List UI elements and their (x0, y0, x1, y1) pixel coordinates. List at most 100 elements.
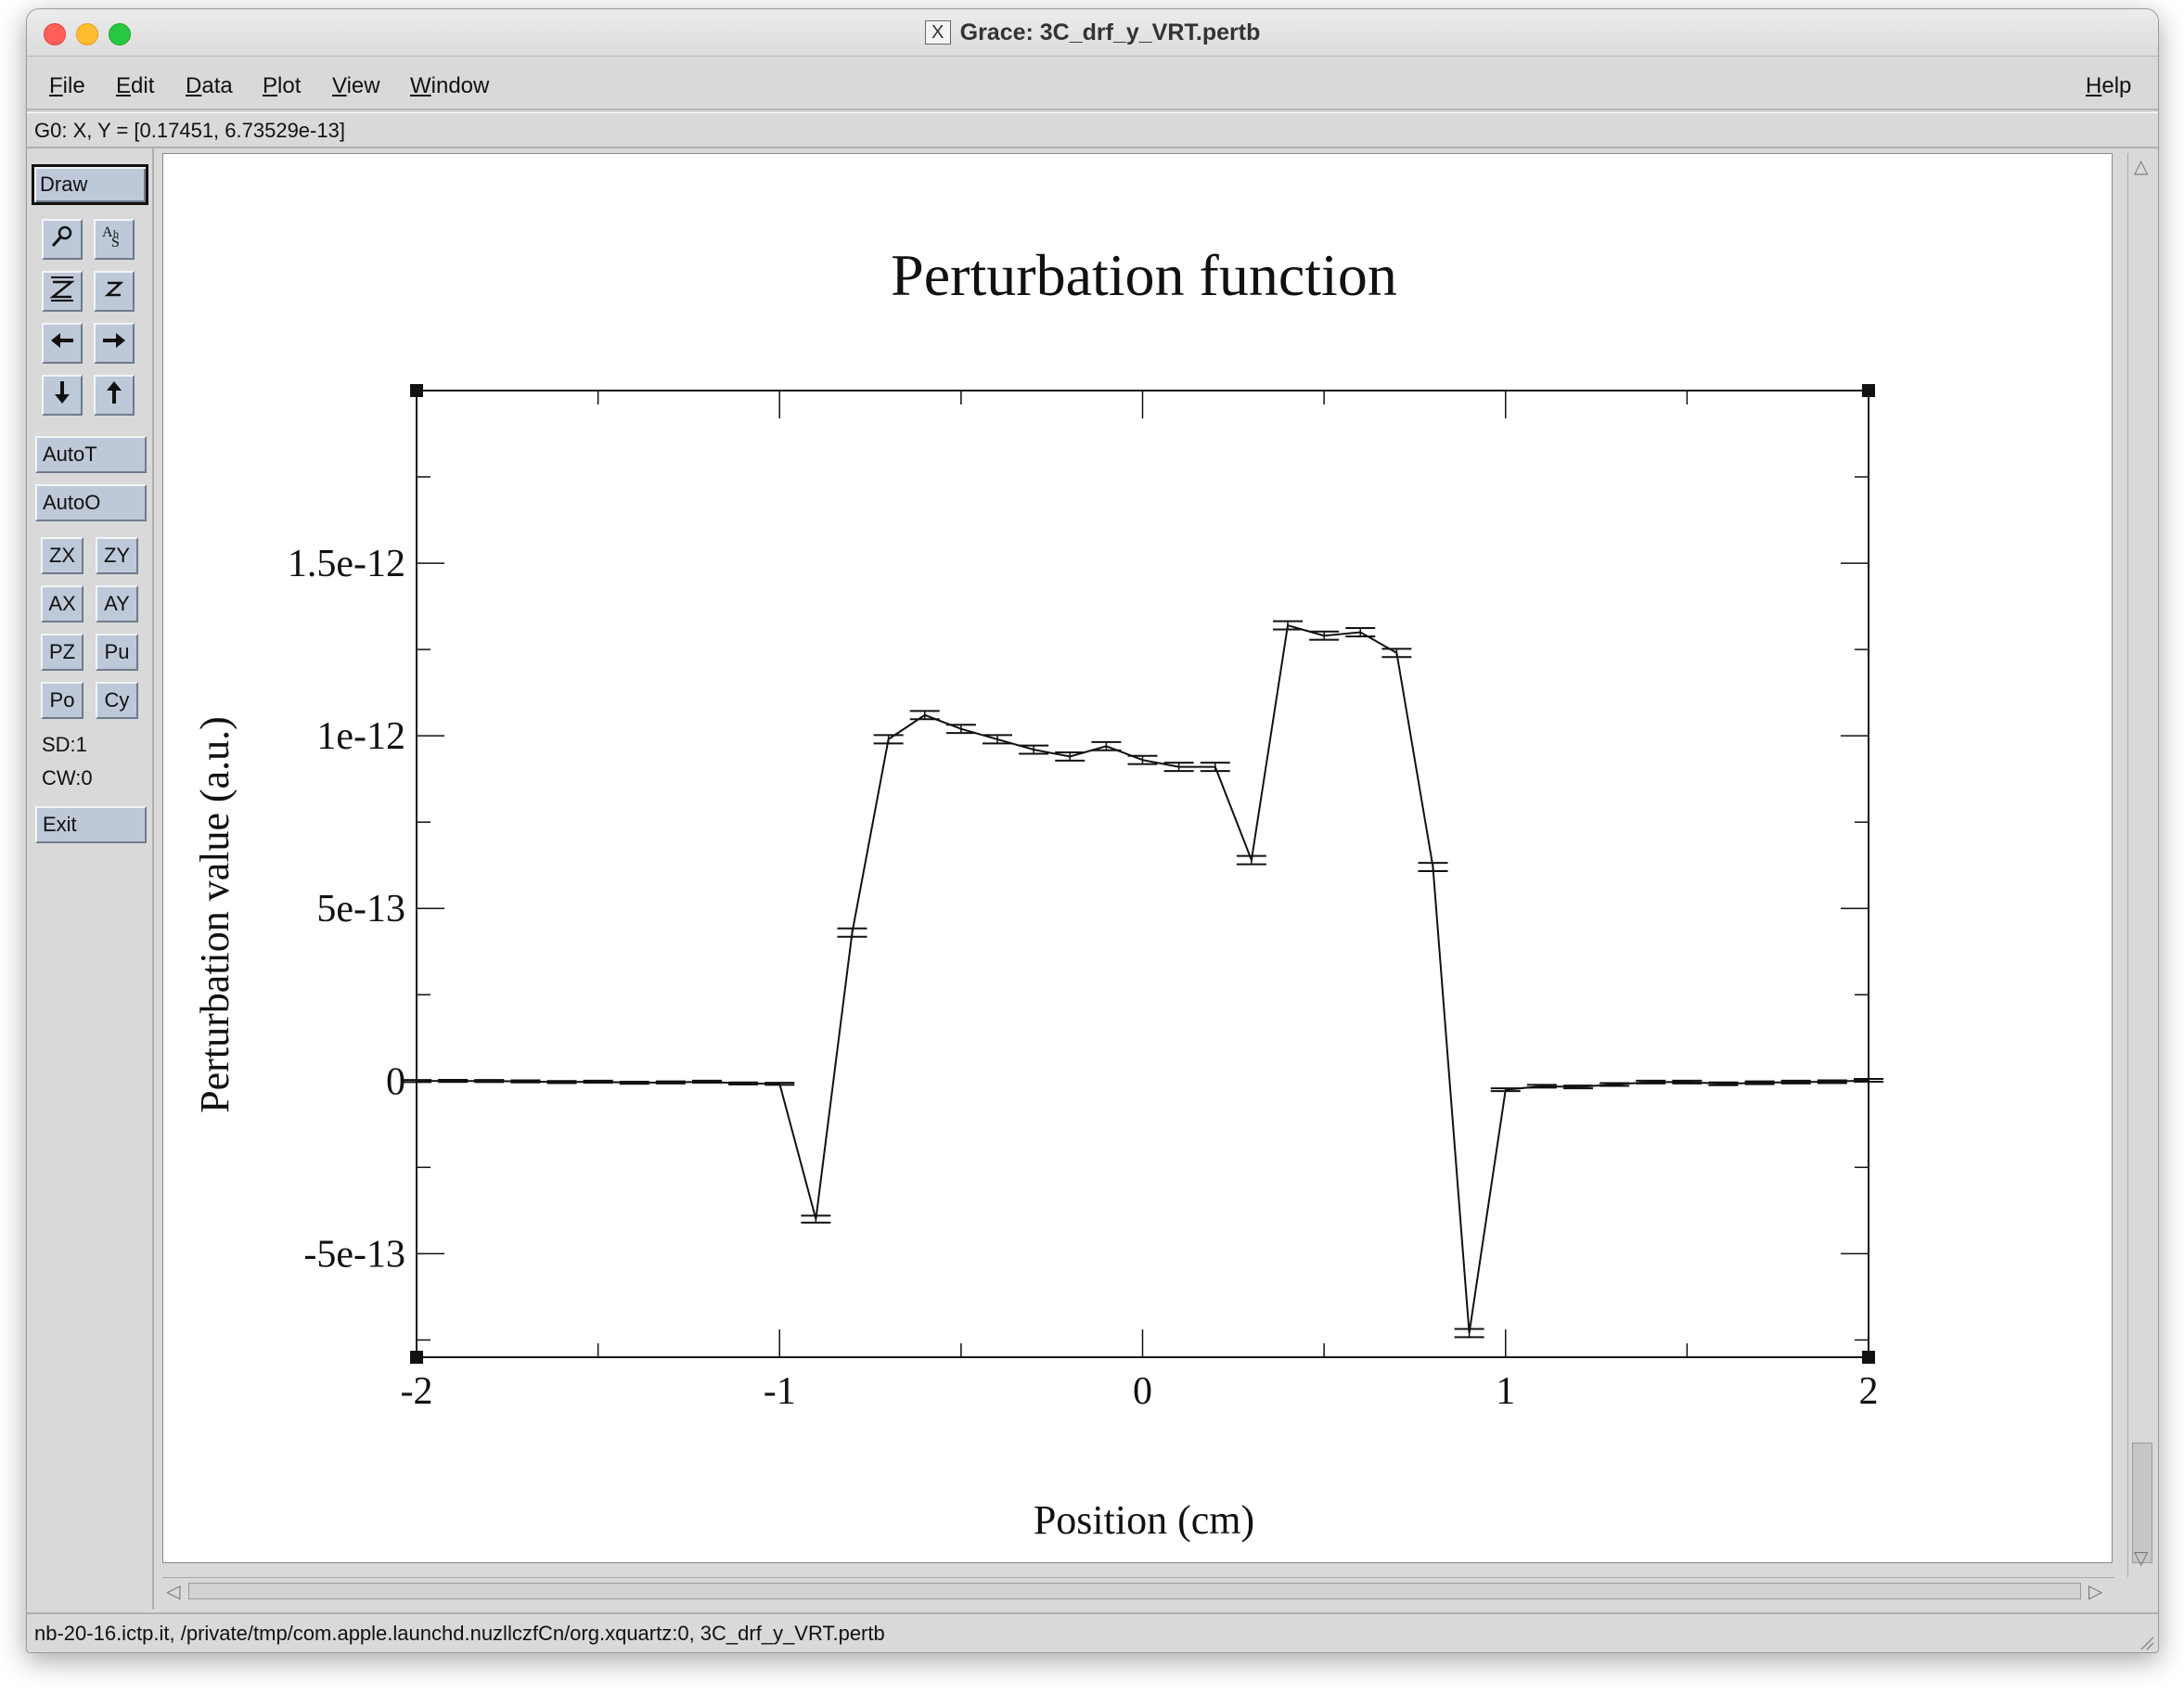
draw-button[interactable]: Draw (32, 164, 148, 205)
po-button[interactable]: Po (41, 682, 84, 719)
menu-file[interactable]: File (49, 73, 85, 98)
scroll-down-arrow-icon[interactable]: ▽ (2134, 1548, 2149, 1569)
scroll-down-button[interactable] (42, 375, 83, 416)
error-bar (728, 1081, 759, 1086)
title-bar: X Grace: 3C_drf_y_VRT.pertb (27, 9, 2158, 57)
y-tick-label: -5e-13 (303, 1233, 405, 1276)
error-bar (1454, 1328, 1484, 1339)
svg-text:A: A (102, 225, 113, 240)
y-axis-label: Perturbation value (a.u.) (192, 716, 238, 1113)
error-bar (655, 1080, 686, 1084)
error-bar (619, 1081, 649, 1085)
x-tick-label: -1 (764, 1370, 796, 1413)
error-bar (1780, 1079, 1811, 1084)
close-window-button[interactable] (44, 23, 66, 45)
minimize-window-button[interactable] (76, 23, 98, 45)
autoo-button[interactable]: AutoO (35, 484, 147, 521)
error-bar (1418, 862, 1448, 873)
x-tick-label: 1 (1496, 1370, 1515, 1413)
menu-help[interactable]: Help (2086, 73, 2132, 98)
coordinate-readout: G0: X, Y = [0.17451, 6.73529e-13] (34, 119, 345, 142)
zy-button[interactable]: ZY (96, 537, 138, 574)
error-bar (1019, 744, 1049, 755)
error-bar (1744, 1080, 1775, 1085)
exit-button[interactable]: Exit (35, 806, 147, 843)
pz-button[interactable]: PZ (41, 634, 84, 671)
zoom-Z-icon (48, 275, 76, 308)
svg-text:b: b (113, 227, 119, 240)
error-bar (692, 1079, 722, 1084)
arrow-up-icon (105, 379, 123, 411)
error-bar (1672, 1079, 1702, 1084)
error-bar (1381, 648, 1412, 659)
error-bar (1599, 1082, 1630, 1087)
menu-plot[interactable]: Plot (263, 73, 302, 98)
y-tick-label: 1e-12 (316, 715, 405, 758)
zoom-out-button[interactable] (94, 271, 135, 312)
menu-window[interactable]: Window (410, 73, 490, 98)
coordinate-bar: G0: X, Y = [0.17451, 6.73529e-13] (27, 112, 2158, 148)
scroll-right-button[interactable] (94, 323, 135, 364)
error-bar (1091, 740, 1122, 751)
x-axis-label: Position (cm) (1034, 1497, 1254, 1543)
scroll-left-button[interactable] (42, 323, 83, 364)
app-window: X Grace: 3C_drf_y_VRT.pertb File Edit Da… (26, 8, 2159, 1653)
zoom-in-button[interactable] (42, 271, 83, 312)
svg-text:S: S (111, 235, 120, 250)
ax-button[interactable]: AX (41, 585, 84, 622)
error-bar (1817, 1079, 1847, 1084)
scroll-up-button[interactable] (94, 375, 135, 416)
error-bar (438, 1078, 469, 1084)
error-bar (402, 1079, 431, 1084)
magnifier-icon (50, 225, 74, 254)
error-bar (1563, 1084, 1593, 1090)
menu-view[interactable]: View (332, 73, 380, 98)
horizontal-scrollbar[interactable]: ◁ ▷ (162, 1577, 2114, 1606)
error-bar (1200, 762, 1230, 773)
zoom-magnifier-button[interactable] (42, 219, 83, 260)
x-tick-label: 2 (1859, 1370, 1879, 1413)
menu-data[interactable]: Data (186, 73, 233, 98)
title-group: X Grace: 3C_drf_y_VRT.pertb (27, 9, 2158, 56)
error-bar (546, 1080, 577, 1084)
plot-frame (416, 390, 1869, 1358)
chart-svg: Perturbation function Position (cm) Pert… (192, 242, 1883, 1543)
scroll-right-arrow-icon[interactable]: ▷ (2088, 1582, 2103, 1602)
error-bar (801, 1214, 831, 1224)
error-bar (1309, 630, 1340, 641)
zx-button[interactable]: ZX (41, 537, 84, 574)
error-bar (1490, 1087, 1521, 1093)
pu-button[interactable]: Pu (96, 634, 138, 671)
plot-canvas[interactable]: Perturbation function Position (cm) Pert… (162, 153, 2113, 1563)
error-bar (1055, 751, 1086, 762)
vertical-scroll-thumb[interactable] (2132, 1443, 2152, 1563)
error-bar (1345, 627, 1376, 637)
maximize-window-button[interactable] (109, 23, 131, 45)
series-line (416, 623, 1869, 1334)
error-bar (873, 734, 904, 745)
menu-bar: File Edit Data Plot View Window Help (27, 57, 2158, 110)
arrow-left-icon (49, 331, 75, 355)
error-bar (510, 1079, 541, 1084)
status-bar: nb-20-16.ictp.it, /private/tmp/com.apple… (27, 1612, 2158, 1652)
horizontal-scroll-thumb[interactable] (188, 1583, 2081, 1599)
y-tick-label: 1.5e-12 (288, 543, 405, 585)
error-bar (1273, 620, 1303, 631)
scroll-left-arrow-icon[interactable]: ◁ (166, 1582, 181, 1602)
vertical-scrollbar[interactable]: △ ▽ (2127, 153, 2156, 1577)
scroll-up-arrow-icon[interactable]: △ (2134, 157, 2149, 177)
error-bar (1526, 1084, 1557, 1089)
cy-button[interactable]: Cy (96, 682, 138, 719)
x-tick-label: -2 (401, 1370, 433, 1413)
ay-button[interactable]: AY (96, 585, 138, 622)
arrow-right-icon (101, 331, 127, 355)
menu-edit[interactable]: Edit (116, 73, 155, 98)
axes-layer: -2 -1 0 1 2 -5e-13 0 5e-13 1e-12 1.5e-12 (288, 384, 1879, 1413)
x-tick-label: 0 (1133, 1370, 1152, 1413)
zoom-z-icon (103, 277, 125, 305)
status-text: nb-20-16.ictp.it, /private/tmp/com.apple… (34, 1622, 885, 1645)
resize-grip-icon[interactable] (2138, 1634, 2154, 1650)
autot-button[interactable]: AutoT (35, 436, 147, 473)
